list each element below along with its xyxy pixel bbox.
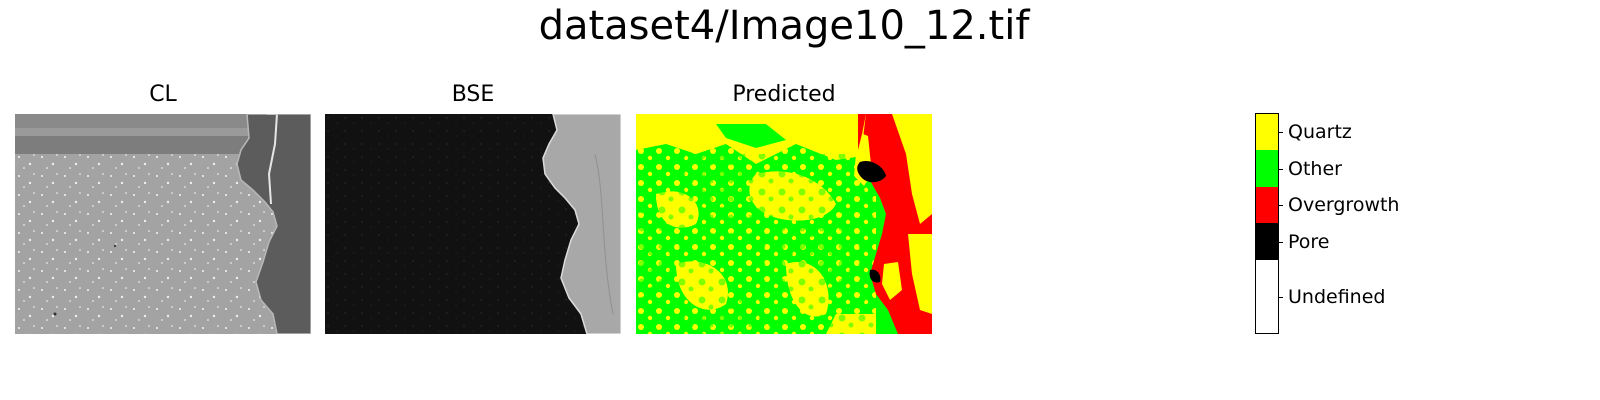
panel-title-bse: BSE [451,82,495,107]
colorbar-tick [1278,169,1283,170]
predicted-image [636,114,932,334]
colorbar-segment-undefined [1256,260,1278,333]
colorbar-label-undefined: Undefined [1288,286,1386,308]
colorbar-segment-overgrowth [1256,187,1278,223]
colorbar-tick [1278,242,1283,243]
colorbar-segment-other [1256,150,1278,187]
colorbar-segment-pore [1256,223,1278,260]
bse-image [325,114,621,334]
panel-title-cl: CL [149,82,177,107]
panel-title-predicted: Predicted [732,82,836,107]
colorbar-label-pore: Pore [1288,231,1330,253]
colorbar-tick [1278,297,1283,298]
colorbar-label-quartz: Quartz [1288,121,1352,143]
colorbar-label-overgrowth: Overgrowth [1288,194,1400,216]
colorbar-tick [1278,132,1283,133]
colorbar-tick [1278,205,1283,206]
colorbar-label-other: Other [1288,158,1342,180]
figure-title: dataset4/Image10_12.tif [538,3,1030,49]
colorbar-segment-quartz [1256,114,1278,150]
cl-image [15,114,311,334]
colorbar [1255,113,1279,334]
